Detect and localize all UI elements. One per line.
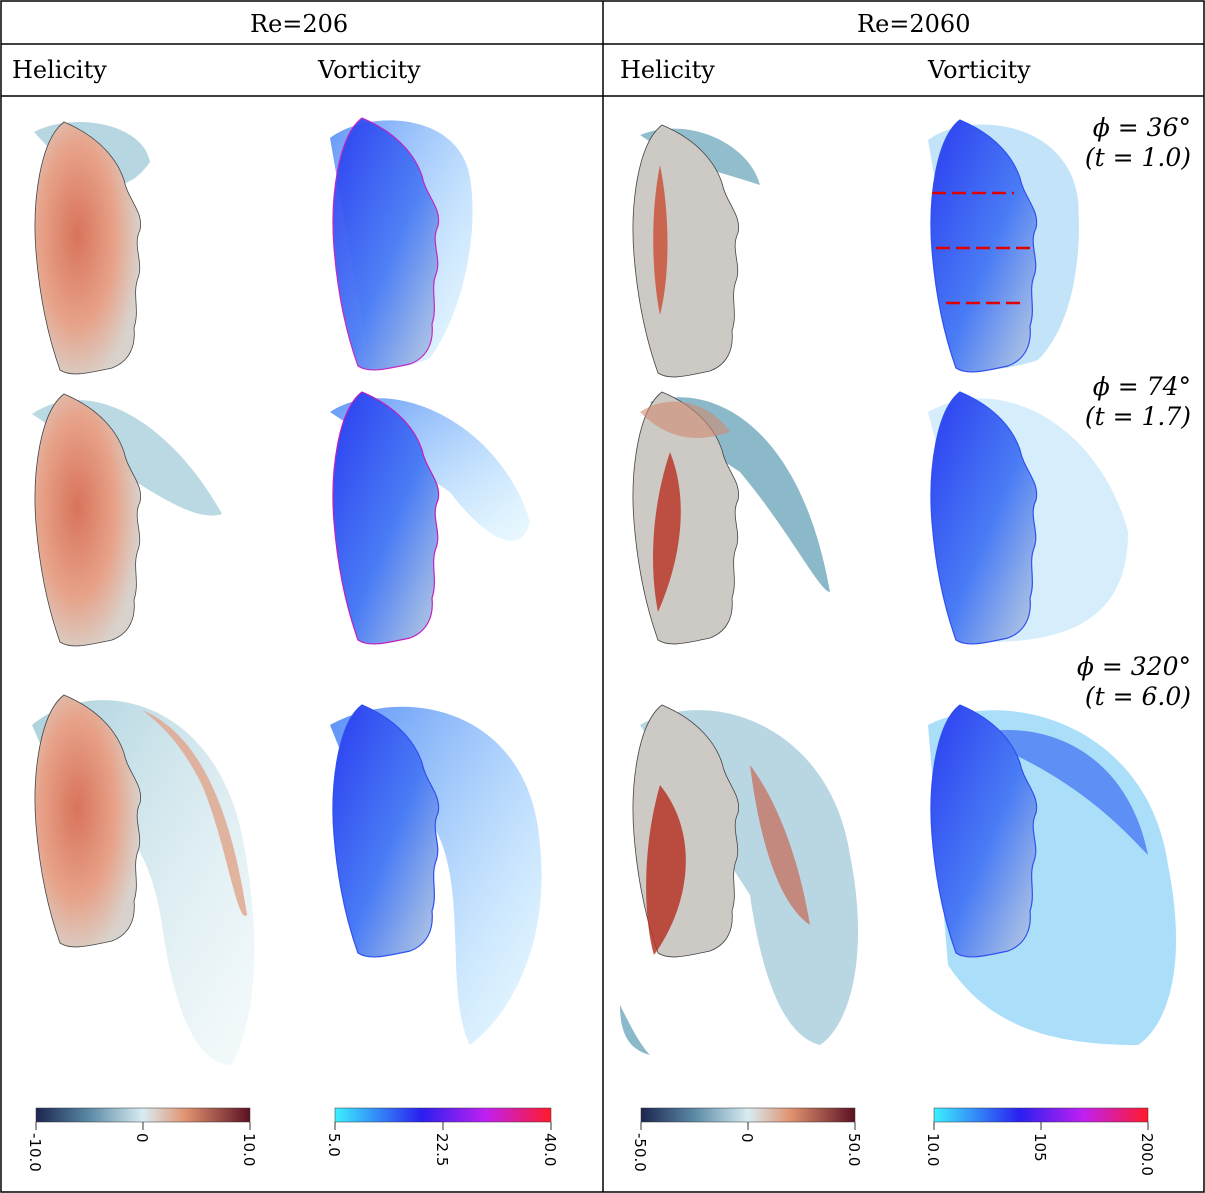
panel-re2060-vorticity-row1 xyxy=(928,119,1079,373)
row1-annotation: ϕ = 36° (t = 1.0) xyxy=(1085,113,1191,173)
group-header-re2060: Re=2060 xyxy=(857,10,971,38)
row1-time: (t = 1.0) xyxy=(1084,143,1191,172)
tick-mid: 22.5 xyxy=(433,1133,451,1166)
panel-re206-vorticity-row3 xyxy=(330,704,542,1045)
panel-re206-helicity-row3 xyxy=(32,694,255,1065)
panel-re206-vorticity-row2 xyxy=(330,391,530,645)
column-header-helicity-re206: Helicity xyxy=(12,56,107,84)
tick-min: -50.0 xyxy=(631,1133,649,1172)
colorbar-gradient xyxy=(640,1107,856,1123)
column-header-vorticity-re2060: Vorticity xyxy=(928,56,1031,84)
tick-max: 10.0 xyxy=(240,1133,258,1166)
cut-lines xyxy=(932,191,1036,305)
panel-re206-helicity-row2 xyxy=(32,393,222,647)
colorbar-vorticity-re206: 5.0 22.5 40.0 xyxy=(325,1107,559,1166)
colorbar-gradient xyxy=(35,1107,251,1123)
panel-re2060-vorticity-row2 xyxy=(928,391,1128,645)
panel-re2060-helicity-row1 xyxy=(632,124,760,378)
panel-re206-helicity-row1 xyxy=(34,121,150,375)
group-header-re206: Re=206 xyxy=(250,10,349,38)
row1-phi: ϕ = 36° xyxy=(1092,113,1191,142)
tick-min: -10.0 xyxy=(26,1133,44,1172)
panel-re206-vorticity-row1 xyxy=(330,117,473,371)
tick-max: 50.0 xyxy=(845,1133,863,1166)
tick-max: 40.0 xyxy=(541,1133,559,1166)
row2-annotation: ϕ = 74° (t = 1.7) xyxy=(1085,372,1191,432)
row3-time: (t = 6.0) xyxy=(1084,682,1191,711)
panel-re2060-helicity-row2 xyxy=(632,391,830,645)
tick-mid: 0 xyxy=(738,1133,756,1143)
column-header-vorticity-re206: Vorticity xyxy=(318,56,421,84)
colorbar-gradient xyxy=(334,1107,552,1123)
column-header-helicity-re2060: Helicity xyxy=(620,56,715,84)
colorbar-helicity-re2060: -50.0 0 50.0 xyxy=(631,1107,863,1172)
row3-annotation: ϕ = 320° (t = 6.0) xyxy=(1077,652,1191,712)
row2-time: (t = 1.7) xyxy=(1084,402,1191,431)
tick-max: 200.0 xyxy=(1138,1133,1156,1176)
row3-phi: ϕ = 320° xyxy=(1076,652,1191,681)
colorbar-gradient xyxy=(933,1107,1149,1123)
colorbar-helicity-re206: -10.0 0 10.0 xyxy=(26,1107,258,1172)
panel-re2060-helicity-row3 xyxy=(620,704,859,1055)
tick-mid: 0 xyxy=(133,1133,151,1143)
tick-mid: 105 xyxy=(1031,1133,1049,1162)
panel-re2060-vorticity-row3 xyxy=(928,704,1177,1045)
tick-min: 5.0 xyxy=(325,1133,343,1157)
tick-min: 10.0 xyxy=(924,1133,942,1166)
row2-phi: ϕ = 74° xyxy=(1092,372,1191,401)
colorbar-vorticity-re2060: 10.0 105 200.0 xyxy=(924,1107,1156,1176)
